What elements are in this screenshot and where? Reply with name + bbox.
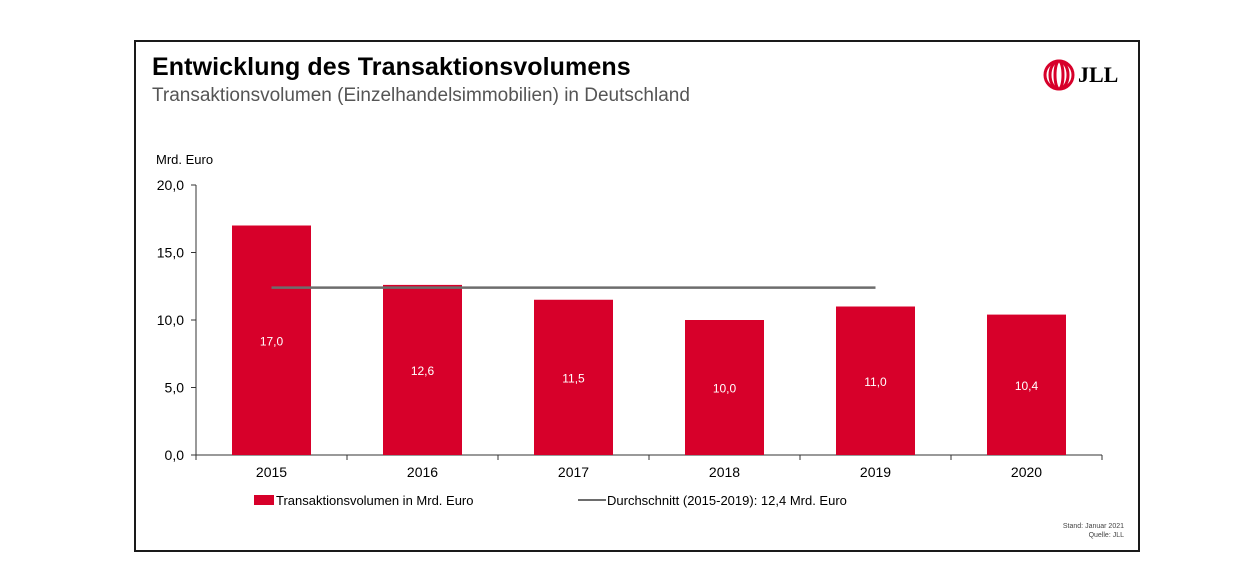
x-tick-label: 2019 — [860, 464, 891, 480]
chart-subtitle: Transaktionsvolumen (Einzelhandelsimmobi… — [152, 85, 690, 106]
jll-logo: JLL — [1042, 59, 1134, 91]
bar-2018 — [685, 320, 764, 455]
x-tick-label: 2017 — [558, 464, 589, 480]
bar-value-label: 10,0 — [713, 382, 737, 396]
y-tick-label: 5,0 — [165, 380, 185, 396]
quelle-text: Quelle: JLL — [1088, 532, 1124, 539]
x-tick-label: 2016 — [407, 464, 438, 480]
y-axis-label: Mrd. Euro — [156, 152, 213, 167]
jll-logo-text: JLL — [1078, 62, 1119, 87]
stand-text: Stand: Januar 2021 — [1062, 523, 1124, 530]
bar-2019 — [836, 306, 915, 455]
chart-title: Entwicklung des Transaktionsvolumens — [152, 53, 631, 81]
bar-2015 — [232, 225, 311, 455]
legend-label-bars: Transaktionsvolumen in Mrd. Euro — [276, 493, 474, 508]
x-tick-label: 2020 — [1011, 464, 1042, 480]
legend-swatch-bars — [254, 495, 274, 505]
legend-label-average: Durchschnitt (2015-2019): 12,4 Mrd. Euro — [607, 493, 847, 508]
bar-value-label: 12,6 — [411, 364, 435, 378]
y-tick-label: 0,0 — [165, 447, 185, 463]
source-note: Stand: Januar 2021 Quelle: JLL — [1063, 522, 1124, 540]
bar-2016 — [383, 284, 462, 455]
bar-chart: Mrd. Euro 0,0 5,0 10,0 15,0 20,0 17,0 2015 12,6 2… — [156, 152, 1103, 508]
x-tick-label: 2018 — [709, 464, 740, 480]
bar-2017 — [534, 299, 613, 455]
chart-frame: Entwicklung des Transaktionsvolumens Tra… — [134, 40, 1140, 552]
y-tick-label: 20,0 — [157, 177, 184, 193]
y-tick-label: 15,0 — [157, 245, 184, 261]
bar-value-label: 10,4 — [1015, 379, 1039, 393]
bar-2020 — [987, 314, 1066, 455]
bar-value-label: 11,5 — [562, 371, 585, 385]
bar-value-label: 11,0 — [864, 375, 887, 389]
jll-logo-icon — [1043, 59, 1075, 91]
bar-value-label: 17,0 — [260, 334, 284, 348]
y-tick-label: 10,0 — [157, 312, 184, 328]
x-tick-label: 2015 — [256, 464, 287, 480]
